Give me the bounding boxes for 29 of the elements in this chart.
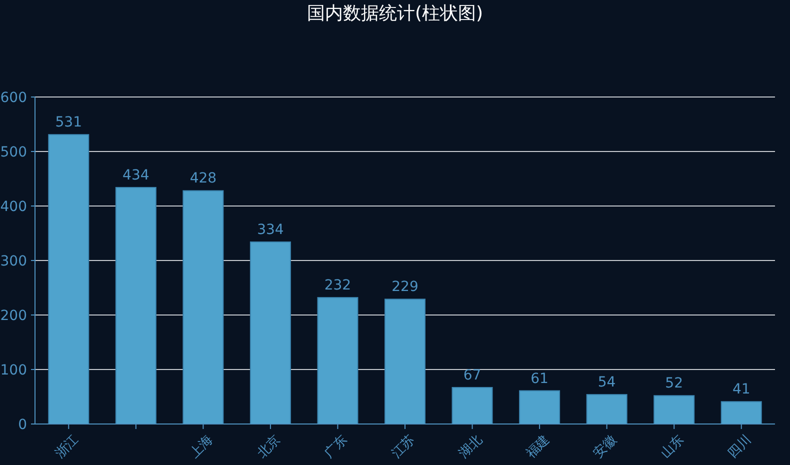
data-label: 52: [665, 376, 684, 392]
x-tick-label: 浙江: [52, 432, 82, 462]
x-tick-label: 广东: [322, 432, 351, 462]
x-tick-label: 山东: [658, 432, 688, 462]
y-tick-label: 500: [0, 144, 27, 160]
y-tick-label: 600: [0, 90, 27, 106]
x-tick-label: 安徽: [590, 432, 620, 462]
data-label: 428: [190, 170, 217, 187]
x-tick-label: 福建: [524, 432, 553, 462]
x-tick-label: 江苏: [389, 432, 418, 462]
y-tick-label: 200: [0, 308, 27, 324]
y-tick-label: 300: [0, 254, 27, 270]
data-label: 531: [55, 114, 82, 131]
x-tick-label: 四川: [725, 432, 754, 462]
data-label: 434: [122, 167, 150, 184]
title: 国内数据统计(柱状图): [306, 3, 484, 24]
data-label: 67: [463, 367, 482, 384]
x-tick-label: 湖北: [456, 432, 486, 462]
x-tick-label: 上海: [187, 432, 216, 462]
data-label: 232: [324, 278, 352, 294]
y-tick-label: 100: [0, 362, 27, 378]
data-label: 54: [598, 374, 616, 391]
data-label: 229: [392, 279, 418, 296]
data-label: 41: [732, 382, 750, 398]
data-label: 334: [257, 222, 284, 238]
y-tick-label: 0: [18, 417, 27, 433]
data-label: 61: [530, 370, 548, 387]
y-tick-label: 400: [0, 199, 27, 215]
x-tick-label: 北京: [254, 432, 284, 462]
